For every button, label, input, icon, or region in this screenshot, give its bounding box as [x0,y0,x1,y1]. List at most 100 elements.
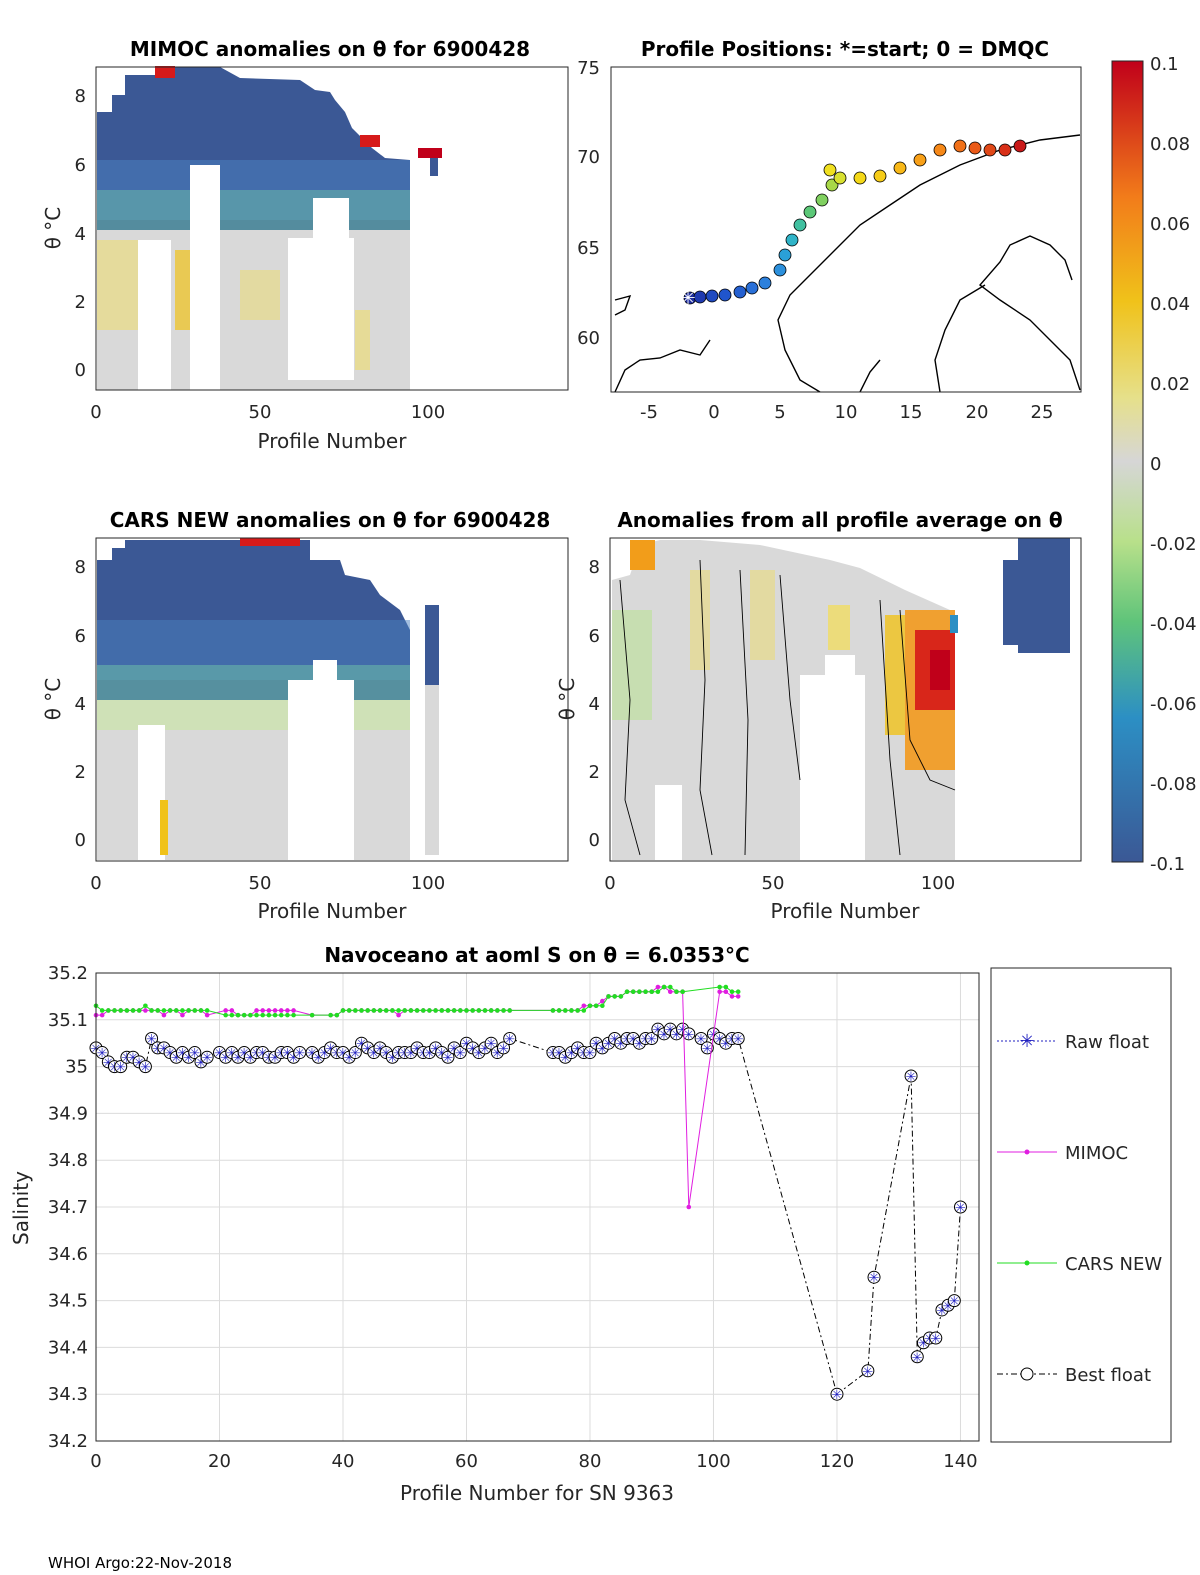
series-point-cars-new [729,989,735,995]
positions-xtick: 25 [1031,402,1054,423]
best-float-point [441,1050,455,1064]
salinity-panel: Navoceano at aoml S on θ = 6.0353°C 34.2… [9,943,1172,1505]
raw-float-point: ✳ [214,1047,225,1062]
raw-float-point: ✳ [455,1047,466,1062]
raw-float-point: ✳ [270,1051,281,1066]
series-point-mimoc [204,1012,210,1018]
legend-cars-label: CARS NEW [1065,1254,1162,1275]
legend-box [990,967,1172,1443]
colorbar-tick: 0.02 [1150,374,1190,395]
raw-float-point: ✳ [955,1201,966,1216]
best-float-point [348,1046,362,1060]
series-point-cars-new [285,1012,290,1018]
series-point-cars-new [495,1008,500,1013]
raw-float-point: ✳ [325,1042,336,1057]
series-point-cars-new [204,1008,210,1013]
y-tick-label: 35 [65,1057,88,1078]
raw-float-point: ✳ [733,1033,744,1048]
cars-heatmap [97,538,439,860]
colorbar-tick: -0.06 [1150,694,1197,715]
raw-float-point: ✳ [412,1042,423,1057]
series-point-cars-new [445,1008,451,1013]
legend-raw-label: Raw float [1065,1032,1149,1053]
series-point-cars-new [346,1008,352,1013]
positions-axes-box [610,66,1082,393]
series-point-cars-new [334,1012,340,1018]
best-float-point [861,1364,875,1378]
raw-float-point: ✳ [480,1042,491,1057]
series-point-cars-new [229,1012,235,1018]
raw-float-point: ✳ [671,1028,682,1043]
raw-float-point: ✳ [307,1047,318,1062]
colorbar-tick: -0.02 [1150,534,1197,555]
raw-float-point: ✳ [683,1028,694,1043]
raw-float-point: ✳ [554,1047,565,1062]
best-float-point [731,1032,745,1046]
raw-float-point: ✳ [189,1047,200,1062]
best-float-point [145,1032,159,1046]
series-point-mimoc [723,989,729,995]
series-point-cars-new [291,1012,296,1018]
series-point-cars-new [155,1008,161,1013]
raw-float-point: ✳ [665,1023,676,1038]
series-point-cars-new [717,984,722,990]
series-point-mimoc [686,1204,692,1210]
legend: ✳ Raw float MIMOC CARS NEW Best float [990,967,1172,1443]
raw-float-point: ✳ [233,1051,244,1066]
x-tick-label: 100 [696,1451,730,1472]
average-xtick: 50 [762,873,785,894]
series-point-cars-new [643,989,648,995]
positions-panel: Profile Positions: *=start; 0 = DMQC [577,37,1082,423]
series-point-cars-new [501,1008,506,1013]
raw-float-point: ✳ [313,1051,324,1066]
raw-float-point: ✳ [628,1033,639,1048]
best-float-point [138,1060,152,1074]
raw-float-point: ✳ [356,1037,367,1052]
raw-float-point: ✳ [344,1051,355,1066]
series-point-cars-new [618,994,624,999]
series-point-mimoc [278,1008,284,1013]
mimoc-ytick: 4 [75,224,86,245]
raw-float-point: ✳ [560,1051,571,1066]
y-tick-label: 34.7 [48,1197,88,1218]
series-point-cars-new [649,989,655,995]
series-point-cars-new [630,989,636,995]
positions-xtick: 20 [966,402,989,423]
series-point-cars-new [99,1008,105,1013]
series-point-mimoc [272,1008,278,1013]
raw-float-point: ✳ [387,1051,398,1066]
raw-float-point: ✳ [720,1037,731,1052]
series-point-cars-new [569,1008,574,1013]
cars-ytick: 8 [75,557,86,578]
raw-float-point: ✳ [943,1299,954,1314]
series-point-cars-new [266,1012,272,1018]
series-point-cars-new [606,994,611,999]
positions-xtick: 5 [774,402,785,423]
average-axes-box [609,537,1082,862]
series-point-cars-new [439,1008,445,1013]
raw-float-point: ✳ [486,1037,497,1052]
legend-best-label: Best float [1065,1365,1151,1386]
series-point-cars-new [143,1003,148,1009]
series-point-cars-new [433,1008,438,1013]
mimoc-ytick: 2 [75,292,86,313]
raw-float-marker-icon: ✳ [1019,1031,1034,1052]
best-float-point [484,1036,498,1050]
series-point-mimoc [223,1008,228,1013]
series-point-mimoc [266,1008,272,1013]
colorbar-tick: 0.06 [1150,214,1190,235]
raw-float-point: ✳ [936,1304,947,1319]
series-point-cars-new [390,1008,395,1013]
y-tick-label: 35.1 [48,1010,88,1031]
series-point-cars-new [180,1008,185,1013]
colorbar-tick: 0.04 [1150,294,1190,315]
series-point-cars-new [112,1008,117,1013]
y-tick-label: 34.6 [48,1244,88,1265]
raw-float-point: ✳ [362,1042,373,1057]
cars-ytick: 4 [75,694,86,715]
average-contours [619,559,956,856]
series-point-cars-new [198,1008,204,1013]
series-point-mimoc [396,1012,401,1018]
series-point-cars-new [396,1008,401,1013]
